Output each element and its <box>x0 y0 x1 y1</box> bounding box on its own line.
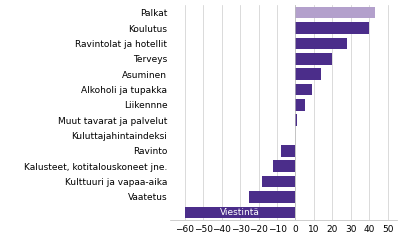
Bar <box>185 206 296 218</box>
Bar <box>296 84 312 95</box>
Bar <box>296 99 305 110</box>
Text: Viestintä: Viestintä <box>220 208 260 217</box>
Bar <box>273 160 296 172</box>
Bar <box>296 38 347 49</box>
Bar <box>262 176 296 187</box>
Bar <box>296 114 297 126</box>
Bar <box>296 68 321 80</box>
Bar <box>296 7 375 18</box>
Bar <box>281 145 296 157</box>
Bar <box>296 53 333 64</box>
Bar <box>296 22 369 34</box>
Bar <box>249 191 296 203</box>
